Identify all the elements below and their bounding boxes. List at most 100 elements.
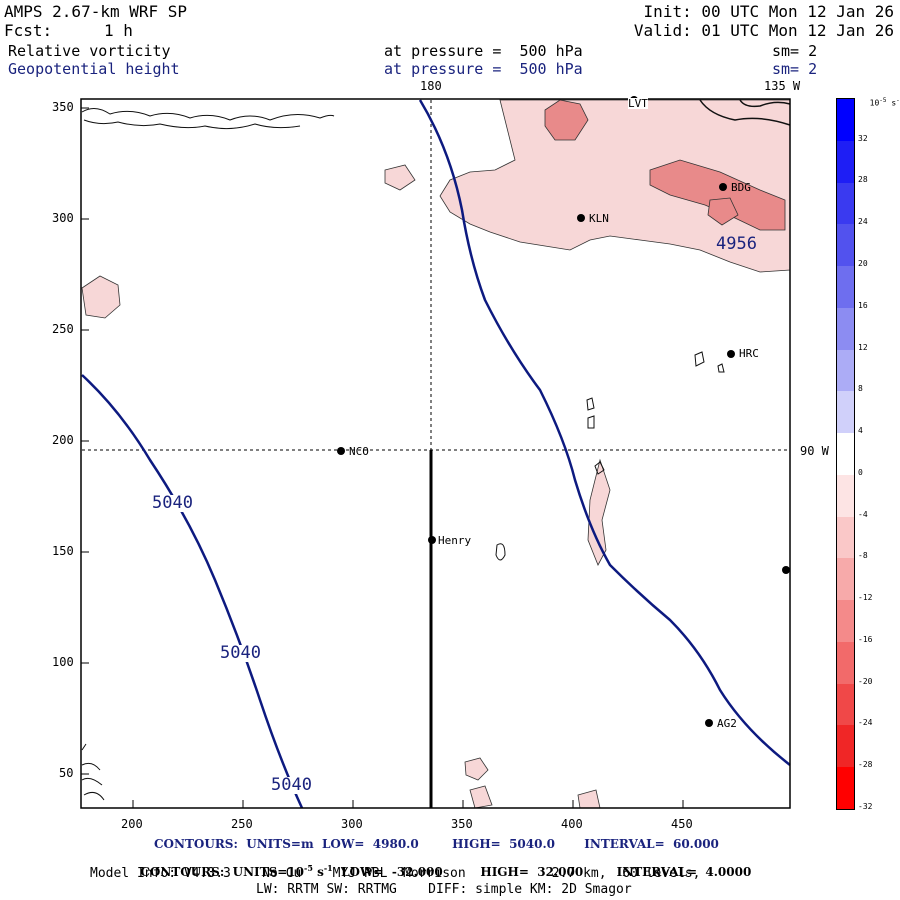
vorticity-contour-1 <box>81 108 335 121</box>
colorbar-swatch <box>837 307 854 351</box>
colorbar-tick-label: -24 <box>858 718 873 728</box>
x-tick-label: 250 <box>231 817 253 831</box>
vorticity-region-central <box>587 458 611 566</box>
station-dot-hrc <box>727 350 735 358</box>
colorbar-swatch <box>837 641 854 685</box>
colorbar-tick-label: -12 <box>858 593 873 603</box>
station-dot-bdg <box>719 183 727 191</box>
vorticity-blob-1 <box>384 164 416 191</box>
colorbar-swatch <box>837 474 854 518</box>
colorbar-swatch <box>837 558 854 601</box>
colorbar-tick-label: 8 <box>858 384 863 394</box>
footer-physics-info: LW: RRTM SW: RRTMG DIFF: simple KM: 2D S… <box>256 882 632 897</box>
colorbar-swatch <box>837 600 854 643</box>
y-tick-label: 100 <box>52 655 74 669</box>
station-dot-henry <box>428 536 436 544</box>
coastline <box>699 99 791 126</box>
station-label-hrc: HRC <box>739 347 759 360</box>
vorticity-contour-6 <box>694 351 725 373</box>
vorticity-contour-2 <box>83 119 301 130</box>
forecast-label: Fcst: <box>4 21 53 40</box>
colorbar-tick-label: -28 <box>858 760 873 770</box>
colorbar-swatch <box>837 99 854 142</box>
field1-smoothing: sm= 2 <box>772 42 818 60</box>
colorbar-tick-label: 0 <box>858 467 863 477</box>
vorticity-contours-topleft <box>81 108 725 801</box>
vorticity-shading <box>81 99 791 809</box>
station-dot-nco <box>337 447 345 455</box>
contour-label: 5040 <box>220 643 261 663</box>
x-tick-label: 300 <box>341 817 363 831</box>
vorticity-blob-3 <box>469 785 493 809</box>
coastline-1 <box>699 99 791 126</box>
vorticity-contour-4 <box>495 543 506 561</box>
colorbar-swatch <box>837 433 854 476</box>
station-label-ag2: AG2 <box>717 717 737 730</box>
colorbar-swatch <box>837 224 854 267</box>
coastline-2 <box>739 99 791 108</box>
vorticity-contour-5 <box>586 397 605 475</box>
colorbar-tick-label: 28 <box>858 175 868 185</box>
vorticity-strong-1 <box>544 99 589 141</box>
parallel-90w-label: 90 W <box>800 444 829 458</box>
station-label-bdg: BDG <box>731 181 751 194</box>
x-tick-label: 450 <box>671 817 693 831</box>
colorbar <box>836 98 855 810</box>
colorbar-tick-label: 12 <box>858 342 868 352</box>
colorbar-tick-label: -16 <box>858 634 873 644</box>
colorbar-swatch <box>837 349 854 392</box>
height-contour-west <box>81 374 304 809</box>
init-time: Init: 00 UTC Mon 12 Jan 26 <box>643 2 894 21</box>
height-contours <box>81 99 791 809</box>
colorbar-swatch <box>837 767 854 810</box>
station-dot-kln <box>577 214 585 222</box>
y-axis-ticks <box>81 107 89 775</box>
vorticity-contour-3 <box>81 743 105 801</box>
colorbar-swatch <box>837 266 854 309</box>
plot-frame <box>80 98 791 809</box>
station-label-lvt: LVT <box>628 97 648 110</box>
colorbar-tick-label: 32 <box>858 133 868 143</box>
colorbar-tick-label: 16 <box>858 300 868 310</box>
station-dot-unlabeled <box>782 566 790 574</box>
height-contour-east <box>418 99 791 766</box>
colorbar-swatch <box>837 391 854 434</box>
field2-smoothing: sm= 2 <box>772 60 818 78</box>
footer-model-info: Model Info: V4.3.3 No Cu MYJ PBL Morriso… <box>90 866 701 881</box>
y-tick-label: 350 <box>52 100 74 114</box>
colorbar-tick-labels: 32 28 24 20 16 12 8 4 0 -4 -8 -12 -16 -20 -24 -28 -32 <box>858 98 898 811</box>
station-label-kln: KLN <box>589 212 609 225</box>
meridian-135w-label: 135 W <box>764 79 801 93</box>
vorticity-strong-shading <box>544 99 786 231</box>
forecast-value: 1 h <box>104 21 133 40</box>
footer-contours-height: CONTOURS: UNITS=m LOW= 4980.0 HIGH= 5040… <box>154 837 719 851</box>
colorbar-unit: 10-5 s-1 <box>869 97 900 108</box>
y-tick-label: 200 <box>52 433 74 447</box>
meridian-180-label: 180 <box>420 79 442 93</box>
vorticity-blob-2 <box>464 757 489 781</box>
footer-contours-vorticity: CONTOURS: UNITS=10-5 s-1 LOW= -32.000 HI… <box>140 863 752 879</box>
field1-pressure: at pressure = 500 hPa <box>384 42 583 60</box>
colorbar-swatch <box>837 140 854 183</box>
y-tick-label: 300 <box>52 211 74 225</box>
colorbar-tick-label: -4 <box>858 509 868 519</box>
x-tick-label: 350 <box>451 817 473 831</box>
colorbar-tick-label: 20 <box>858 258 868 268</box>
station-label-henry: Henry <box>438 534 472 547</box>
vorticity-strong-3 <box>707 197 739 226</box>
y-tick-label: 150 <box>52 544 74 558</box>
x-axis-ticks <box>132 800 684 808</box>
model-title: AMPS 2.67-km WRF SP <box>4 2 188 21</box>
contour-label: 5040 <box>152 493 193 513</box>
y-tick-label: 50 <box>59 766 74 780</box>
colorbar-tick-label: -20 <box>858 676 873 686</box>
colorbar-swatch <box>837 182 854 225</box>
colorbar-swatch <box>837 683 854 726</box>
colorbar-tick-label: -32 <box>858 801 873 811</box>
station-dot-ag2 <box>705 719 713 727</box>
vorticity-region-north <box>439 99 791 273</box>
station-label-nco: NCO <box>349 445 369 458</box>
valid-time: Valid: 01 UTC Mon 12 Jan 26 <box>633 21 894 40</box>
x-tick-label: 200 <box>121 817 143 831</box>
